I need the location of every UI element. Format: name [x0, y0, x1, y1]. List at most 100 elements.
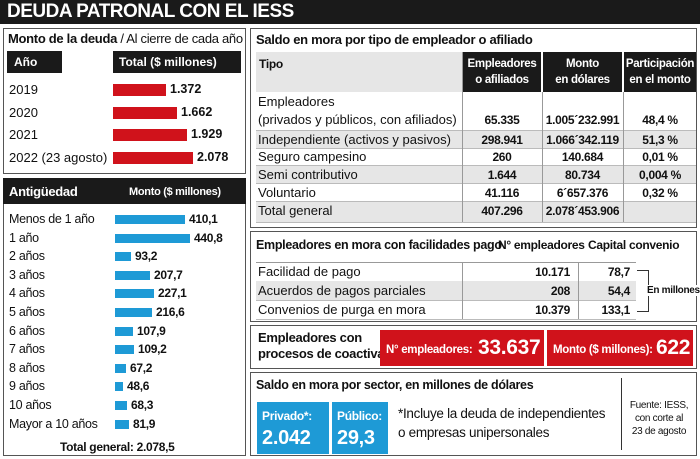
facilidades-title: Empleadores en mora con facilidades pago [256, 238, 502, 252]
antiguedad-row-value: 48,6 [127, 379, 150, 394]
facilidades-panel [250, 231, 697, 322]
monto-row-label: 2019 [9, 82, 38, 97]
mora-row-part: 0,004 % [639, 168, 681, 182]
facilidades-top-rule [256, 262, 636, 263]
mora-col-divider [462, 52, 463, 222]
monto-title: Monto de la deuda / Al cierre de cada añ… [8, 31, 243, 46]
antiguedad-row-label: 8 años [9, 360, 45, 375]
facilidades-row-cap: 54,4 [607, 284, 630, 298]
mora-row-label2: (privados y públicos, con afiliados) [258, 112, 457, 127]
mora-col-monto-line1: Monto [566, 58, 599, 70]
antiguedad-row-label: 5 años [9, 305, 45, 319]
facilidades-row-rule [256, 300, 636, 301]
mora-tipo-col-monto: Monto en dólares [543, 52, 622, 92]
antiguedad-bar [115, 326, 133, 336]
mora-row-monto: 1.066´342.119 [546, 133, 619, 147]
fuente: Fuente: IESS, con corte al 23 de agosto [623, 399, 695, 438]
antiguedad-row-label: 7 años [9, 342, 45, 357]
facilidades-col-emp: N° empleadores [498, 238, 585, 252]
sector-privado-box [257, 402, 329, 454]
antiguedad-bar [115, 345, 134, 355]
antiguedad-row-label: 9 años [9, 379, 45, 394]
facilidades-row-emp: 10.379 [535, 303, 570, 317]
mora-row-emp: 65.335 [484, 113, 520, 127]
mora-row-bg [256, 131, 696, 148]
mora-row-emp: 41.116 [484, 186, 520, 200]
mora-row-label: Semi contributivo [258, 167, 358, 182]
facilidades-row-emp: 208 [550, 284, 570, 298]
fuente-line1: Fuente: IESS, [629, 400, 689, 411]
monto-row-value: 1.929 [191, 127, 223, 141]
mora-row-emp: 407.296 [481, 204, 523, 218]
mora-row-part: 0,01 % [642, 150, 678, 164]
mora-tipo-col-emp: Empleadores o afiliados [463, 52, 541, 92]
antiguedad-bar [115, 270, 150, 280]
antiguedad-bar [115, 233, 190, 243]
monto-row-value: 1.662 [181, 104, 213, 119]
mora-row-emp: 298.941 [481, 133, 523, 147]
antiguedad-row-value: 227,1 [158, 286, 187, 301]
monto-col-year: Año [7, 51, 62, 73]
antiguedad-row-label: 1 año [9, 230, 39, 245]
facilidades-row-label: Facilidad de pago [258, 264, 361, 279]
sector-publico-box [332, 402, 388, 454]
antiguedad-row-value: 410,1 [189, 212, 218, 226]
antiguedad-bar [115, 382, 123, 392]
mora-row-label: Independiente (activos y pasivos) [258, 132, 451, 147]
sector-privado-value: 2.042 [262, 427, 311, 449]
antiguedad-row-label: 3 años [9, 267, 45, 282]
monto-bar [113, 84, 166, 96]
mora-row-label: Voluntario [258, 185, 316, 200]
facilidades-col-divider [578, 262, 579, 319]
monto-row-label: 2020 [9, 104, 38, 120]
coactiva-monto-label: Monto ($ millones): [553, 344, 653, 356]
mora-col-emp-line2: o afiliados [475, 74, 529, 86]
mora-row-bg [256, 166, 696, 183]
facilidades-col-cap: Capital convenio [588, 238, 680, 252]
fuente-line2: con corte al [634, 413, 684, 424]
mora-row-part: 48,4 % [642, 113, 678, 127]
antiguedad-bar [115, 289, 154, 299]
mora-row-monto: 1.005´232.991 [545, 113, 620, 127]
monto-col-total: Total ($ millones) [113, 51, 241, 73]
antiguedad-bar [115, 363, 126, 373]
coactiva-emp-value: 33.637 [478, 336, 541, 359]
facilidades-row-emp: 10.171 [535, 265, 570, 279]
facilidades-row-label: Acuerdos de pagos parciales [258, 283, 426, 298]
sector-title: Saldo en mora por sector, en millones de… [256, 378, 534, 392]
monto-title-bold: Monto de la deuda [8, 31, 118, 46]
antiguedad-col-label: Antigüedad [9, 184, 78, 199]
antiguedad-row-value: 109,2 [138, 342, 167, 357]
mora-row-rule [256, 222, 696, 223]
monto-bar [113, 129, 187, 141]
fuente-divider [621, 378, 622, 450]
mora-row-label: Total general [258, 203, 333, 218]
page-title: DEUDA PATRONAL CON EL IESS [0, 0, 700, 24]
mora-col-part-line2: en el monto [629, 74, 691, 86]
monto-row-value: 2.078 [197, 149, 229, 164]
antiguedad-bar [115, 419, 129, 429]
mora-row-label: Seguro campesino [258, 149, 367, 164]
mora-row-rule [256, 148, 696, 149]
antiguedad-row-label: 4 años [9, 286, 45, 301]
facilidades-row-rule [256, 319, 636, 320]
coactiva-emp-box [380, 330, 544, 366]
monto-bar [113, 151, 193, 164]
monto-row-label: 2022 (23 agosto) [9, 149, 108, 165]
mora-col-divider [542, 92, 543, 222]
antiguedad-row-label: Mayor a 10 años [9, 416, 98, 431]
facilidades-row-cap: 78,7 [607, 265, 630, 279]
antiguedad-row-label: 2 años [9, 249, 45, 264]
antiguedad-bar [115, 401, 127, 410]
mora-tipo-header-bg [256, 52, 462, 92]
coactiva-monto-box [547, 330, 693, 366]
mora-row-rule [256, 165, 696, 166]
mora-row-rule [256, 183, 696, 184]
monto-row-label: 2021 [9, 127, 38, 142]
antiguedad-col-value: Monto ($ millones) [129, 186, 221, 198]
mora-row-label: Empleadores [258, 94, 335, 109]
mora-row-emp: 1.644 [487, 168, 517, 182]
mora-col-emp-line1: Empleadores [467, 58, 537, 70]
mora-col-part-line1: Participación [625, 58, 695, 70]
coactiva-label: Empleadores con procesos de coactiva [258, 330, 385, 362]
